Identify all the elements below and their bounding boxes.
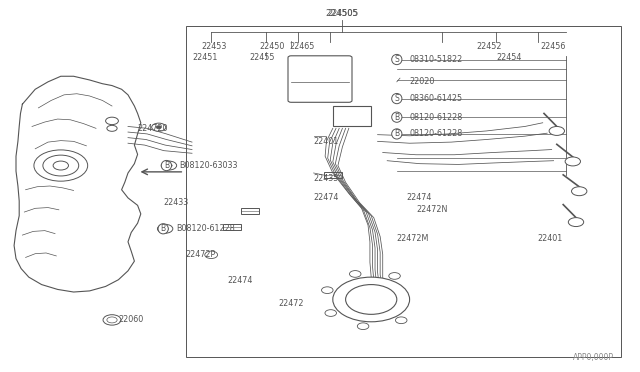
Text: 08310-51822: 08310-51822 xyxy=(410,55,463,64)
Circle shape xyxy=(152,123,166,131)
Text: 22433: 22433 xyxy=(163,198,188,207)
Text: 22474: 22474 xyxy=(406,193,432,202)
Bar xyxy=(324,172,342,178)
Circle shape xyxy=(53,161,68,170)
Text: 22454: 22454 xyxy=(496,53,522,62)
Text: 22472N: 22472N xyxy=(416,205,447,214)
Circle shape xyxy=(205,251,218,259)
Text: B: B xyxy=(164,161,169,170)
Circle shape xyxy=(43,155,79,176)
Circle shape xyxy=(157,224,173,233)
Circle shape xyxy=(565,157,580,166)
Circle shape xyxy=(388,273,401,279)
Text: S: S xyxy=(394,55,399,64)
Text: 224505: 224505 xyxy=(326,9,359,17)
Circle shape xyxy=(161,161,177,170)
Circle shape xyxy=(346,285,397,314)
Text: 22474: 22474 xyxy=(314,193,339,202)
Text: B: B xyxy=(394,113,399,122)
Text: 22474: 22474 xyxy=(227,276,253,285)
Text: 22472: 22472 xyxy=(278,299,304,308)
Circle shape xyxy=(107,317,117,323)
Circle shape xyxy=(107,125,117,131)
Circle shape xyxy=(568,218,584,227)
Bar xyxy=(333,106,371,126)
Circle shape xyxy=(162,227,168,231)
Text: 22060: 22060 xyxy=(118,315,143,324)
Circle shape xyxy=(549,126,564,135)
Circle shape xyxy=(357,323,369,330)
Circle shape xyxy=(156,126,161,129)
Text: 22401: 22401 xyxy=(538,234,563,243)
Bar xyxy=(223,224,241,230)
Text: APP0,000P: APP0,000P xyxy=(573,353,614,362)
Circle shape xyxy=(396,317,407,324)
Text: 22456: 22456 xyxy=(541,42,566,51)
Text: 22465: 22465 xyxy=(289,42,315,51)
Text: 22472M: 22472M xyxy=(397,234,429,243)
Text: 22450: 22450 xyxy=(259,42,285,51)
Bar xyxy=(241,208,259,214)
Text: 224720: 224720 xyxy=(138,124,168,133)
Text: 08120-61228: 08120-61228 xyxy=(410,113,463,122)
Text: 22455: 22455 xyxy=(250,53,275,62)
Text: B: B xyxy=(394,129,399,138)
Text: B08120-61228: B08120-61228 xyxy=(176,224,235,233)
Circle shape xyxy=(572,187,587,196)
Circle shape xyxy=(103,315,121,325)
Text: S: S xyxy=(394,94,399,103)
Text: 22401: 22401 xyxy=(314,137,339,146)
Bar xyxy=(186,26,621,357)
Circle shape xyxy=(333,277,410,322)
Text: 22435: 22435 xyxy=(314,174,339,183)
Text: 22453: 22453 xyxy=(202,42,227,51)
Circle shape xyxy=(321,287,333,294)
Text: 08120-61228: 08120-61228 xyxy=(410,129,463,138)
Text: 22452: 22452 xyxy=(477,42,502,51)
Circle shape xyxy=(349,270,361,277)
Text: 22451: 22451 xyxy=(192,53,218,62)
Text: 224505: 224505 xyxy=(327,9,358,17)
Circle shape xyxy=(34,150,88,181)
Circle shape xyxy=(106,117,118,125)
Circle shape xyxy=(166,164,172,167)
Text: 22472P: 22472P xyxy=(186,250,216,259)
Text: 08360-61425: 08360-61425 xyxy=(410,94,463,103)
Text: B08120-63033: B08120-63033 xyxy=(179,161,237,170)
Text: B: B xyxy=(161,224,166,233)
Text: 22020: 22020 xyxy=(410,77,435,86)
Circle shape xyxy=(325,310,337,316)
